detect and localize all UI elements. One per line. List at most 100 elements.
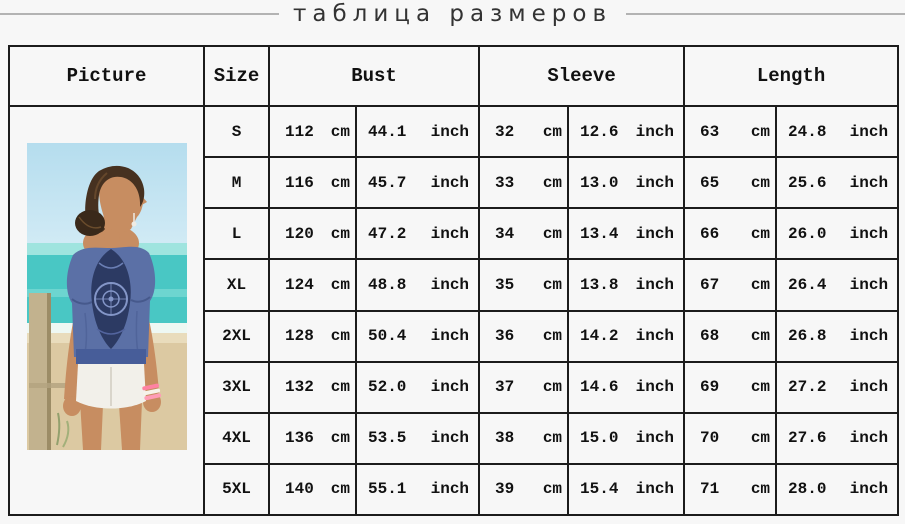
cm-unit-label: cm xyxy=(750,224,771,243)
lace-back-panel xyxy=(90,249,131,349)
bust-inch-cell: 48.8 inch xyxy=(354,258,481,312)
bust-cm-value: 120 xyxy=(285,224,314,243)
sleeve-inch-cell: 14.6 inch xyxy=(567,360,686,414)
length-cm-cell: 71 cm xyxy=(683,462,778,517)
bust-cm-cell: 128 cm xyxy=(268,309,357,363)
sleeve-cm-value: 37 xyxy=(495,378,515,397)
bust-inch-value: 48.8 xyxy=(368,275,407,294)
table-row: 5XL 140 cm 55.1 inch 39 cm 15.4 inch 71 cm 28… xyxy=(9,462,900,517)
sleeve-cm-cell: 39 cm xyxy=(478,462,570,517)
inch-unit-label: inch xyxy=(430,327,470,346)
bracelets xyxy=(141,383,161,401)
hair-and-head xyxy=(74,165,147,236)
size-cell: M xyxy=(203,156,270,210)
size-cell: S xyxy=(203,104,270,159)
table-row: 3XL 132 cm 52.0 inch 37 cm 14.6 inch 69 cm 27… xyxy=(9,360,900,414)
cm-unit-label: cm xyxy=(330,173,350,192)
inch-unit-label: inch xyxy=(635,275,675,294)
bust-cm-value: 136 xyxy=(285,429,314,448)
table-row: L 120 cm 47.2 inch 34 cm 13.4 inch 66 cm 26.0… xyxy=(9,207,900,261)
length-inch-value: 26.8 xyxy=(788,327,827,346)
sleeve-cm-cell: 38 cm xyxy=(478,411,570,465)
cm-unit-label: cm xyxy=(542,327,563,346)
sleeve-inch-cell: 13.4 inch xyxy=(567,207,686,261)
inch-unit-label: inch xyxy=(849,480,889,499)
cm-unit-label: cm xyxy=(750,378,771,397)
bust-inch-cell: 45.7 inch xyxy=(354,156,481,210)
bust-cm-cell: 116 cm xyxy=(268,156,357,210)
sleeve-inch-value: 14.2 xyxy=(580,327,619,346)
cm-unit-label: cm xyxy=(542,275,563,294)
length-cm-cell: 63 cm xyxy=(683,104,778,159)
bust-cm-value: 112 xyxy=(285,122,314,141)
sleeve-inch-value: 15.4 xyxy=(580,480,619,499)
bust-cm-value: 116 xyxy=(285,173,314,192)
bust-inch-cell: 47.2 inch xyxy=(354,207,481,261)
sleeve-inch-cell: 15.4 inch xyxy=(567,462,686,517)
cm-unit-label: cm xyxy=(542,378,563,397)
cm-unit-label: cm xyxy=(750,173,771,192)
bust-inch-cell: 53.5 inch xyxy=(354,411,481,465)
table-row: XL 124 cm 48.8 inch 35 cm 13.8 inch 67 cm 26.… xyxy=(9,258,900,312)
sleeve-cm-cell: 32 cm xyxy=(478,104,570,159)
sleeve-inch-value: 13.8 xyxy=(580,275,619,294)
size-cell: 5XL xyxy=(203,462,270,517)
bust-cm-cell: 120 cm xyxy=(268,207,357,261)
sleeve-inch-cell: 15.0 inch xyxy=(567,411,686,465)
bust-cm-value: 128 xyxy=(285,327,314,346)
inch-unit-label: inch xyxy=(430,275,470,294)
cm-unit-label: cm xyxy=(330,224,350,243)
sleeve-cm-cell: 33 cm xyxy=(478,156,570,210)
table-row: S 112 cm 44.1 inch 32 cm 12.6 inch 63 cm 24.8… xyxy=(8,104,900,516)
inch-unit-label: inch xyxy=(430,429,470,448)
bust-cm-value: 140 xyxy=(285,480,314,499)
length-inch-value: 24.8 xyxy=(788,122,827,141)
cm-unit-label: cm xyxy=(330,122,350,141)
sleeve-cm-cell: 34 cm xyxy=(478,207,570,261)
col-header-size: Size xyxy=(203,45,270,107)
inch-unit-label: inch xyxy=(635,327,675,346)
size-cell: 2XL xyxy=(203,309,270,363)
length-inch-value: 26.4 xyxy=(788,275,827,294)
bust-inch-cell: 55.1 inch xyxy=(354,462,481,517)
length-inch-cell: 25.6 inch xyxy=(775,156,900,210)
bust-inch-cell: 52.0 inch xyxy=(354,360,481,414)
length-inch-cell: 24.8 inch xyxy=(775,104,900,159)
bust-inch-value: 47.2 xyxy=(368,224,407,243)
bust-cm-cell: 124 cm xyxy=(268,258,357,312)
bust-inch-cell: 44.1 inch xyxy=(354,104,481,159)
length-cm-cell: 70 cm xyxy=(683,411,778,465)
sleeve-inch-cell: 13.8 inch xyxy=(567,258,686,312)
length-inch-value: 27.6 xyxy=(788,429,827,448)
inch-unit-label: inch xyxy=(849,275,889,294)
inch-unit-label: inch xyxy=(430,122,470,141)
length-cm-cell: 69 cm xyxy=(683,360,778,414)
length-inch-cell: 26.0 inch xyxy=(775,207,900,261)
inch-unit-label: inch xyxy=(849,224,889,243)
cm-unit-label: cm xyxy=(542,173,563,192)
length-inch-cell: 27.6 inch xyxy=(775,411,900,465)
cm-unit-label: cm xyxy=(750,275,771,294)
col-header-sleeve: Sleeve xyxy=(478,45,686,107)
length-inch-value: 28.0 xyxy=(788,480,827,499)
col-header-bust: Bust xyxy=(267,45,481,107)
length-cm-cell: 67 cm xyxy=(683,258,778,312)
sleeve-inch-value: 14.6 xyxy=(580,378,619,397)
cm-unit-label: cm xyxy=(750,480,771,499)
bust-inch-cell: 50.4 inch xyxy=(354,309,481,363)
inch-unit-label: inch xyxy=(849,122,889,141)
cm-unit-label: cm xyxy=(542,429,563,448)
product-photo-cell xyxy=(8,105,205,516)
length-inch-value: 27.2 xyxy=(788,378,827,397)
cm-unit-label: cm xyxy=(330,480,350,499)
length-cm-value: 68 xyxy=(700,327,720,346)
bust-cm-cell: 132 cm xyxy=(268,360,357,414)
length-cm-value: 65 xyxy=(700,173,720,192)
length-cm-value: 67 xyxy=(700,275,720,294)
bust-cm-value: 132 xyxy=(285,378,314,397)
cm-unit-label: cm xyxy=(542,224,563,243)
sleeve-cm-cell: 36 cm xyxy=(478,309,570,363)
inch-unit-label: inch xyxy=(849,173,889,192)
cm-unit-label: cm xyxy=(330,327,350,346)
